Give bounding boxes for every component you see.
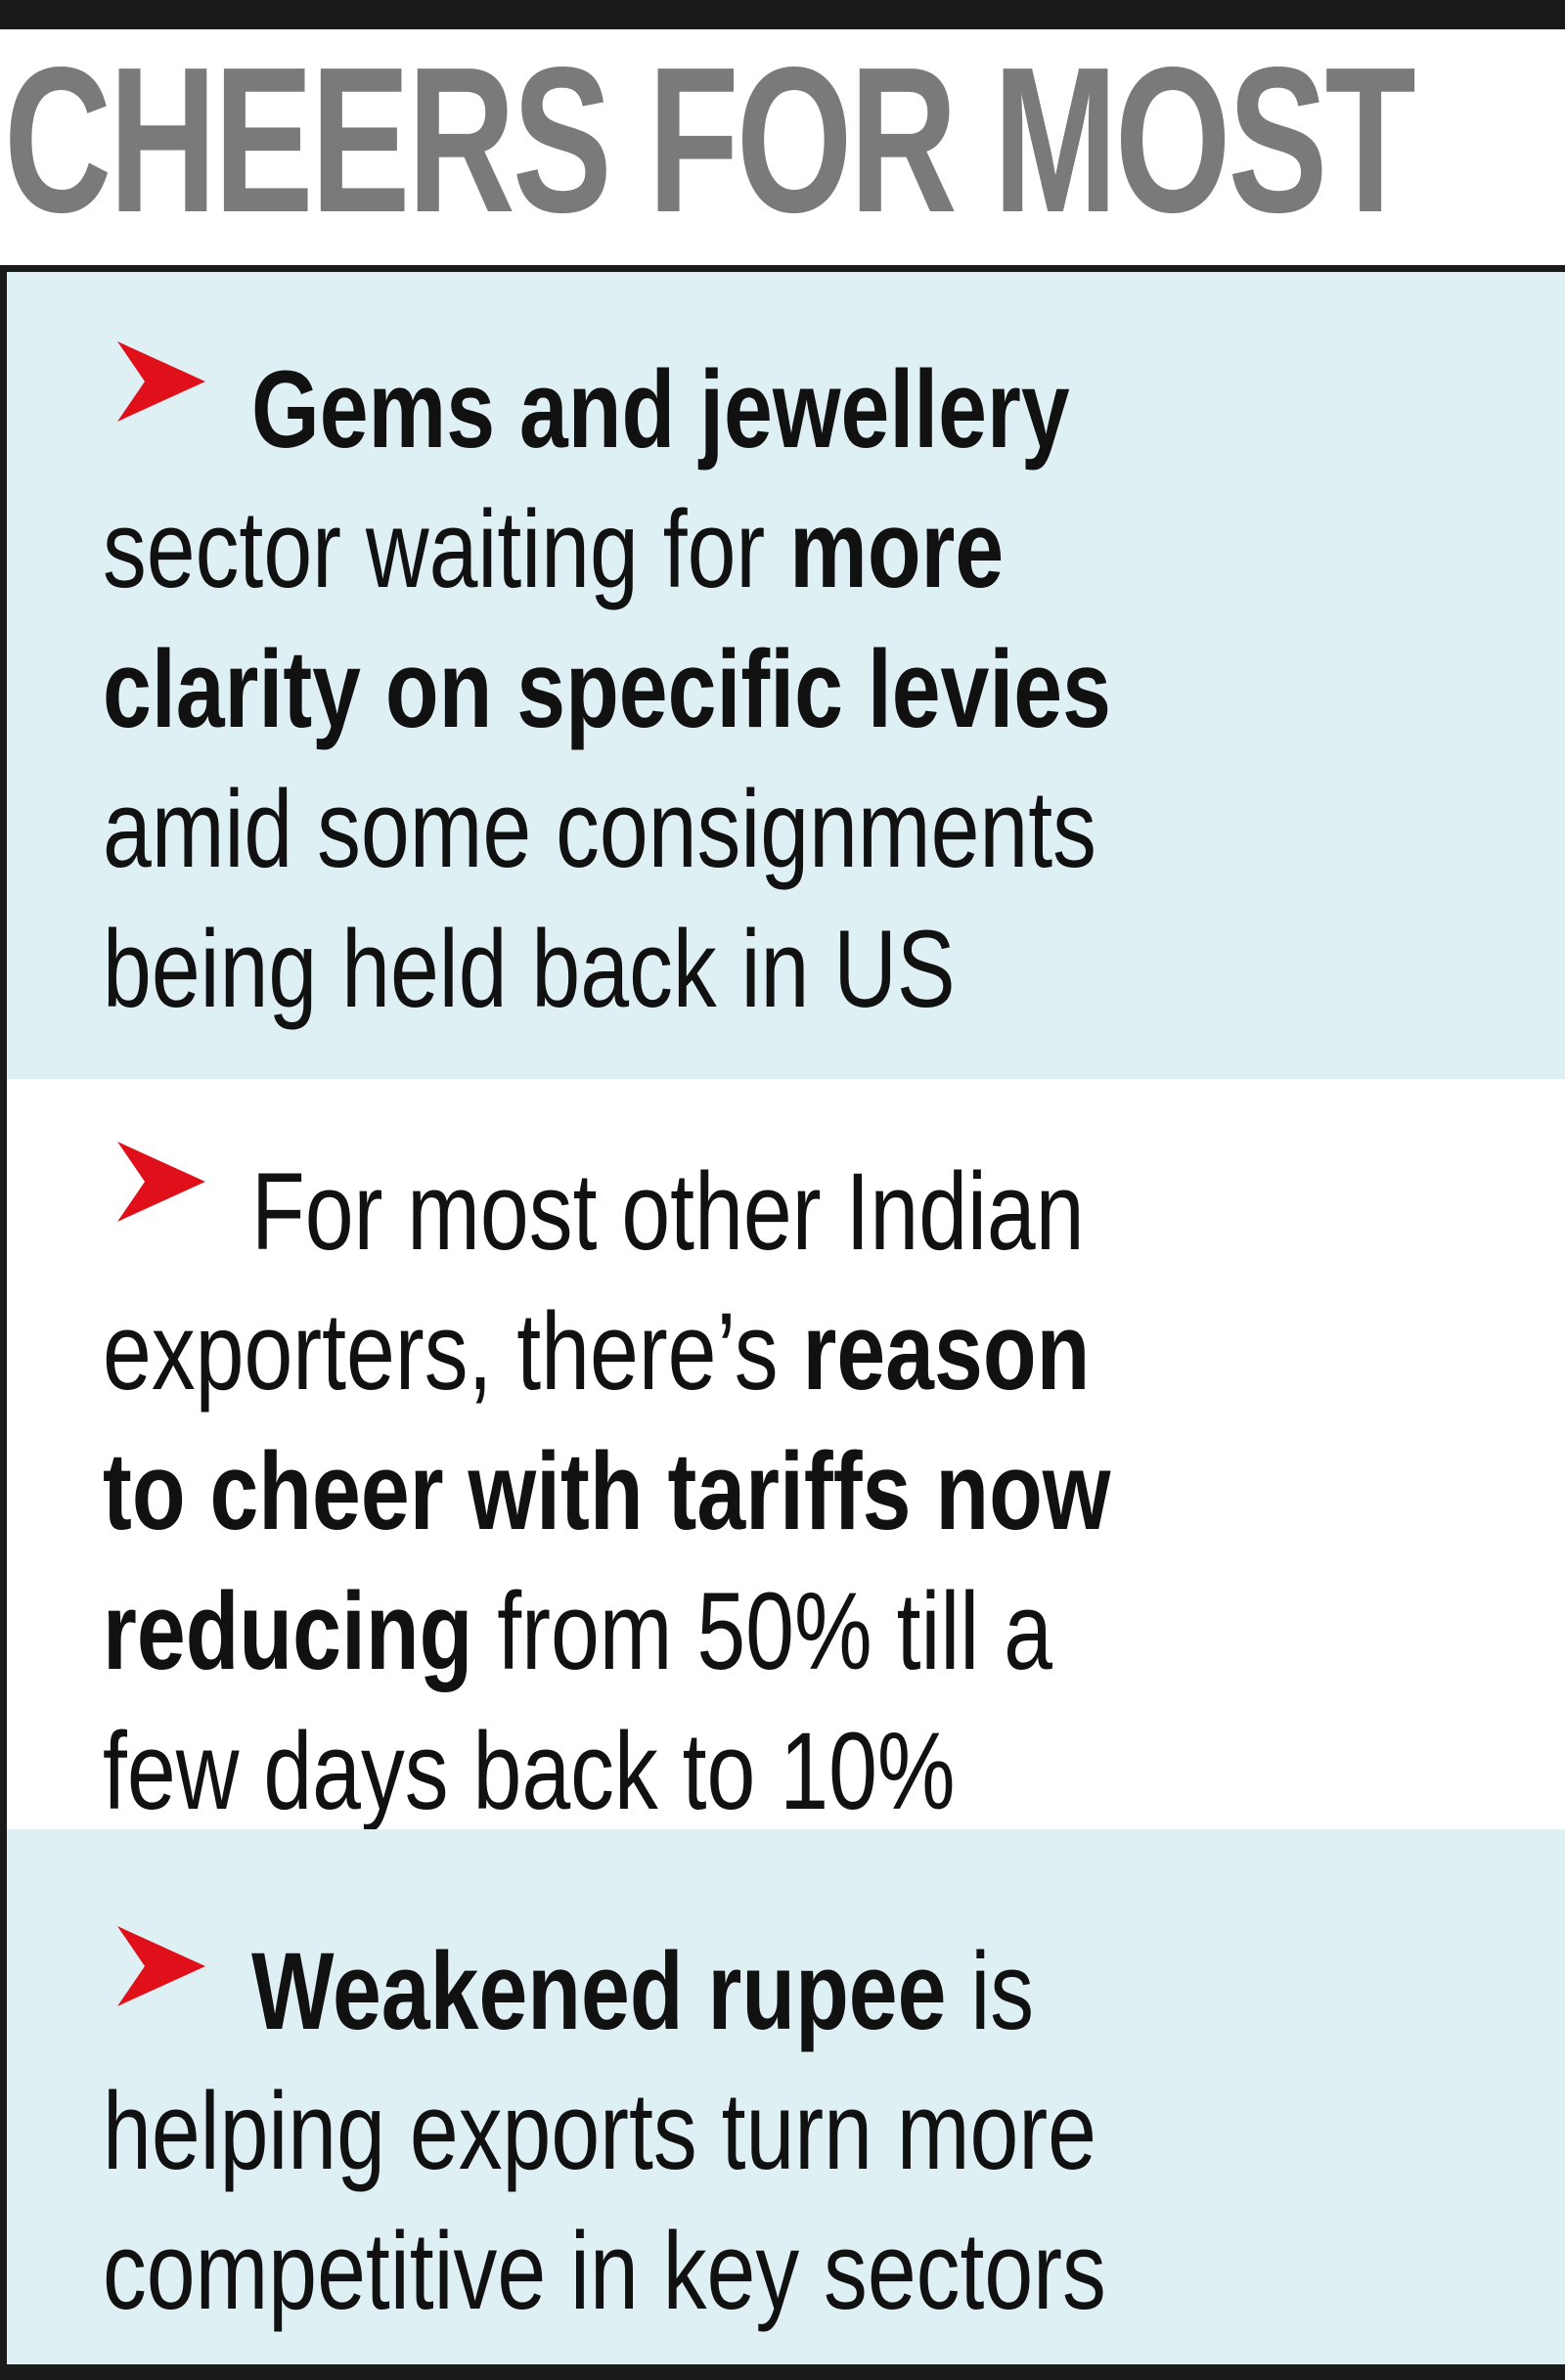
bullet-panel-exporters: For most other Indian exporters, there’s… <box>7 1079 1565 1829</box>
bullet-line: few days back to 10% <box>103 1710 956 1832</box>
bullet-line: amid some consignments <box>103 768 1096 890</box>
bullet-line: exporters, there’s reason <box>103 1290 1091 1413</box>
bullet-line: Weakened rupee is <box>251 1930 1035 2052</box>
bullet-line: clarity on specific levies <box>103 628 1111 750</box>
red-arrow-icon <box>117 341 205 422</box>
bullet-line: For most other Indian <box>251 1150 1085 1273</box>
bullet-line: Gems and jewellery <box>251 348 1070 471</box>
red-arrow-icon <box>117 1926 205 2006</box>
bullet-box: Gems and jewellery sector waiting for mo… <box>0 265 1565 2380</box>
bullet-line: sector waiting for more <box>103 488 1005 610</box>
headline: CHEERS FOR MOST <box>4 23 1487 255</box>
red-arrow-icon <box>117 1142 205 1222</box>
bullet-line: being held back in US <box>103 908 956 1030</box>
bullet-line: to cheer with tariffs now <box>103 1430 1111 1552</box>
top-rule <box>0 0 1565 29</box>
headline-text: CHEERS FOR MOST <box>4 23 1416 255</box>
bullet-line: competitive in key sectors <box>103 2210 1106 2332</box>
bullet-panel-gems: Gems and jewellery sector waiting for mo… <box>7 272 1565 1079</box>
bullet-panel-rupee: Weakened rupee is helping exports turn m… <box>7 1829 1565 2364</box>
bullet-line: helping exports turn more <box>103 2070 1097 2192</box>
bullet-line: reducing from 50% till a <box>103 1570 1052 1692</box>
